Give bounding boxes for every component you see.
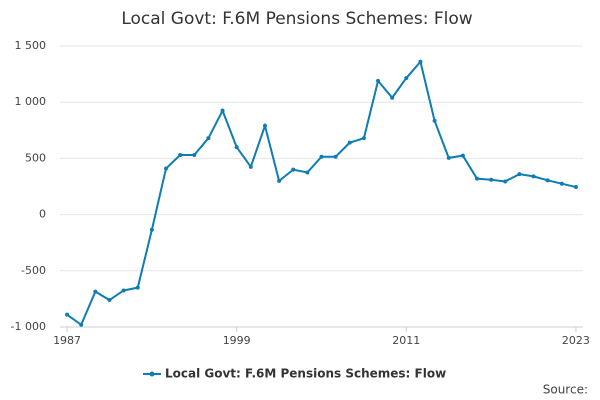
x-tick-label: 2011 [392, 334, 420, 347]
point [206, 136, 211, 141]
point [531, 174, 536, 179]
y-tick-label: 1 500 [15, 39, 47, 52]
point [559, 181, 564, 186]
y-tick-label: -500 [21, 264, 46, 277]
chart-title: Local Govt: F.6M Pensions Schemes: Flow [121, 9, 472, 29]
point [135, 285, 140, 290]
y-tick-label: 0 [39, 208, 46, 221]
point [432, 118, 437, 123]
point [404, 76, 409, 81]
y-tick-label: -1 000 [11, 320, 46, 333]
point [164, 166, 169, 171]
x-tick-label: 1999 [223, 334, 251, 347]
point [347, 140, 352, 145]
point [390, 95, 395, 100]
series-line [66, 59, 577, 327]
point [418, 59, 423, 64]
point [573, 185, 578, 190]
point [149, 227, 154, 232]
point [319, 154, 324, 159]
point [545, 178, 550, 183]
y-tick-label: 500 [25, 151, 46, 164]
point [446, 155, 451, 160]
x-tick-label: 2023 [562, 334, 590, 347]
point [376, 78, 381, 83]
point [489, 177, 494, 182]
point [291, 167, 296, 172]
point [65, 312, 70, 317]
point [234, 145, 239, 150]
point [262, 123, 267, 128]
source: Source: [543, 383, 588, 397]
point [277, 178, 282, 183]
point [220, 108, 225, 113]
point [517, 172, 522, 177]
point [460, 153, 465, 158]
legend-label: Local Govt: F.6M Pensions Schemes: Flow [165, 367, 446, 381]
point [361, 136, 366, 141]
y-tick-label: 1 000 [15, 95, 47, 108]
point [107, 298, 112, 303]
x-tick-label: 1987 [53, 334, 81, 347]
point [474, 176, 479, 181]
point [178, 153, 183, 158]
point [333, 154, 338, 159]
legend-marker [149, 371, 155, 377]
point [121, 288, 126, 293]
point [248, 164, 253, 169]
point [93, 289, 98, 294]
point [305, 170, 310, 175]
point [192, 153, 197, 158]
point [503, 179, 508, 184]
point [79, 322, 84, 327]
